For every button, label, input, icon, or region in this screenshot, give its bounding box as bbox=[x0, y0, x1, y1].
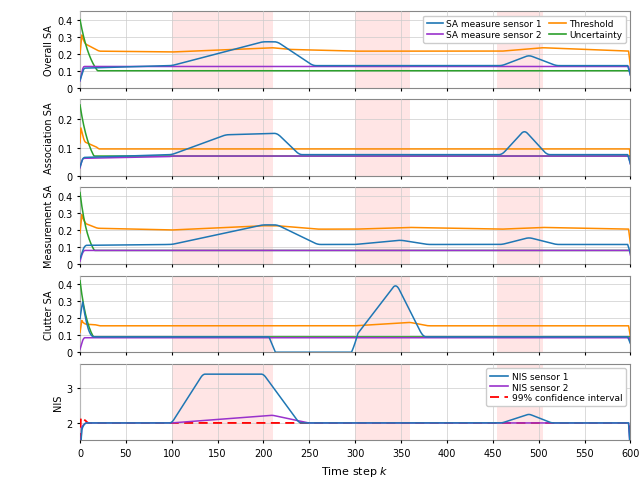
Bar bbox=[172, 364, 273, 440]
Y-axis label: Overall SA: Overall SA bbox=[44, 25, 54, 76]
Bar bbox=[172, 12, 273, 89]
Y-axis label: Clutter SA: Clutter SA bbox=[44, 289, 54, 339]
Bar bbox=[497, 12, 543, 89]
Bar bbox=[355, 276, 410, 352]
Bar bbox=[172, 276, 273, 352]
Bar bbox=[355, 364, 410, 440]
Bar bbox=[172, 100, 273, 177]
Bar bbox=[355, 12, 410, 89]
Legend: NIS sensor 1, NIS sensor 2, 99% confidence interval: NIS sensor 1, NIS sensor 2, 99% confiden… bbox=[486, 368, 626, 406]
Legend: SA measure sensor 1, SA measure sensor 2, Threshold, Uncertainty: SA measure sensor 1, SA measure sensor 2… bbox=[423, 16, 626, 44]
Bar bbox=[172, 188, 273, 265]
Bar bbox=[497, 188, 543, 265]
Bar bbox=[497, 364, 543, 440]
Bar bbox=[497, 276, 543, 352]
Y-axis label: NIS: NIS bbox=[53, 394, 63, 410]
Y-axis label: Association SA: Association SA bbox=[44, 103, 54, 174]
X-axis label: Time step $k$: Time step $k$ bbox=[321, 464, 389, 478]
Bar bbox=[497, 100, 543, 177]
Bar bbox=[355, 188, 410, 265]
Y-axis label: Measurement SA: Measurement SA bbox=[44, 185, 54, 268]
Bar bbox=[355, 100, 410, 177]
